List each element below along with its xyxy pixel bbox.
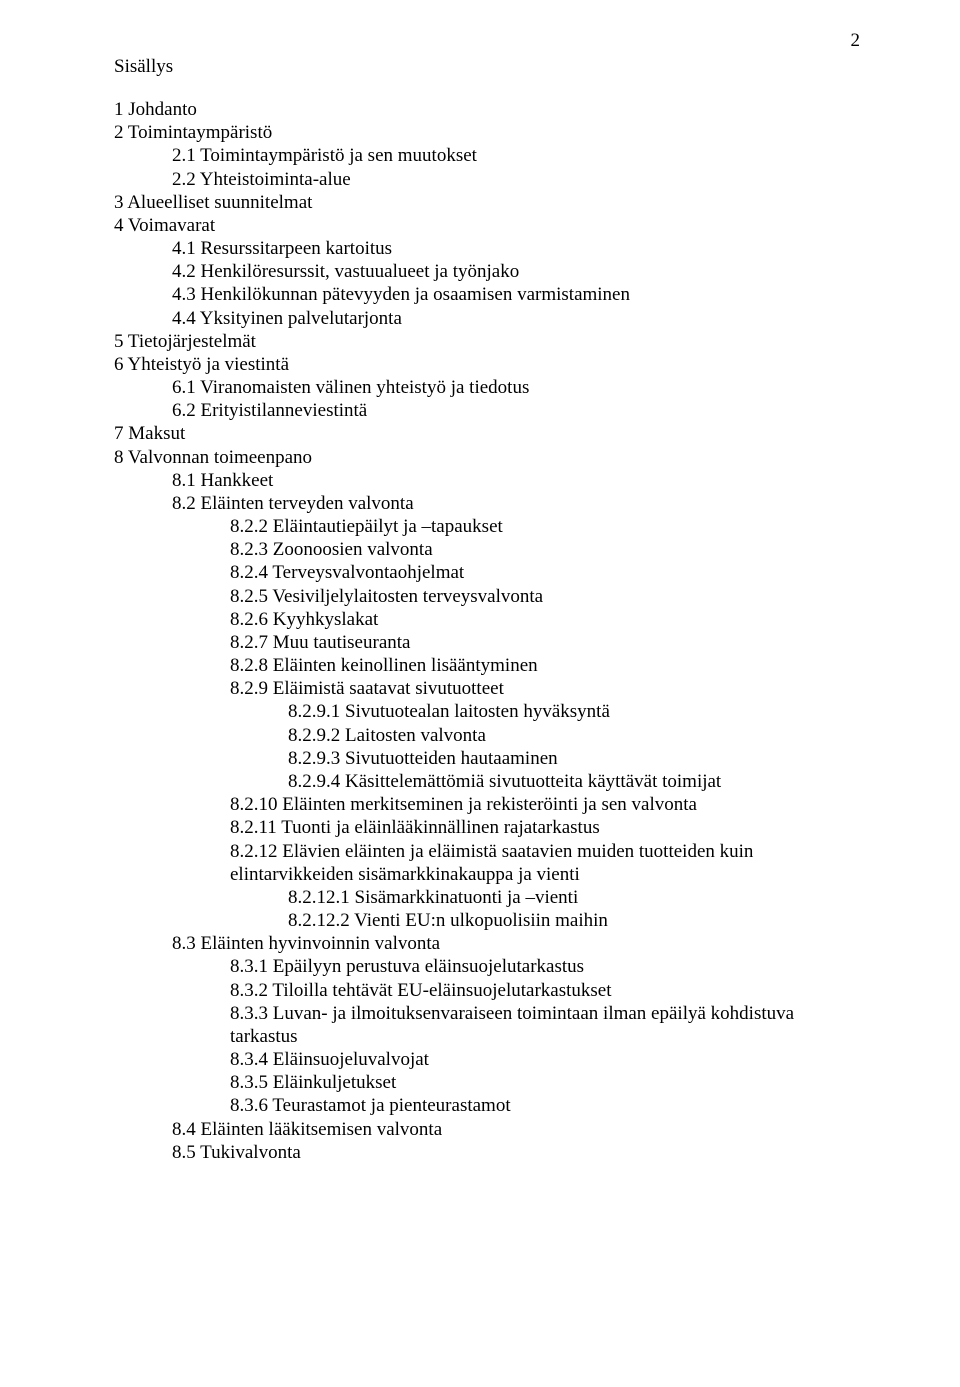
toc-entry: 6 Yhteistyö ja viestintä bbox=[114, 353, 864, 376]
toc-entry: 8.2.12 Elävien eläinten ja eläimistä saa… bbox=[230, 840, 864, 886]
table-of-contents: 1 Johdanto2 Toimintaympäristö2.1 Toimint… bbox=[114, 98, 864, 1164]
toc-entry: 8.2.12.2 Vienti EU:n ulkopuolisiin maihi… bbox=[288, 909, 864, 932]
toc-entry: 7 Maksut bbox=[114, 422, 864, 445]
toc-entry: 8.3 Eläinten hyvinvoinnin valvonta bbox=[172, 932, 864, 955]
toc-entry: 8.1 Hankkeet bbox=[172, 469, 864, 492]
toc-entry: 2.1 Toimintaympäristö ja sen muutokset bbox=[172, 144, 864, 167]
document-title: Sisällys bbox=[114, 56, 864, 78]
toc-entry: 6.2 Erityistilanneviestintä bbox=[172, 399, 864, 422]
page-number: 2 bbox=[851, 30, 861, 52]
toc-entry: 8.2.9.3 Sivutuotteiden hautaaminen bbox=[288, 747, 864, 770]
toc-entry: 4 Voimavarat bbox=[114, 214, 864, 237]
toc-entry: 8.2 Eläinten terveyden valvonta bbox=[172, 492, 864, 515]
toc-entry: 2.2 Yhteistoiminta-alue bbox=[172, 168, 864, 191]
toc-entry: 8.3.4 Eläinsuojeluvalvojat bbox=[230, 1048, 864, 1071]
toc-entry: 6.1 Viranomaisten välinen yhteistyö ja t… bbox=[172, 376, 864, 399]
toc-entry: 8.2.11 Tuonti ja eläinlääkinnällinen raj… bbox=[230, 816, 864, 839]
toc-entry: 8.2.12.1 Sisämarkkinatuonti ja –vienti bbox=[288, 886, 864, 909]
toc-entry: 8.2.4 Terveysvalvontaohjelmat bbox=[230, 561, 864, 584]
toc-entry: 8.2.9.2 Laitosten valvonta bbox=[288, 724, 864, 747]
toc-entry: 3 Alueelliset suunnitelmat bbox=[114, 191, 864, 214]
toc-entry: 1 Johdanto bbox=[114, 98, 864, 121]
toc-entry: 8.3.5 Eläinkuljetukset bbox=[230, 1071, 864, 1094]
toc-entry: 8.2.2 Eläintautiepäilyt ja –tapaukset bbox=[230, 515, 864, 538]
toc-entry: 8.2.9 Eläimistä saatavat sivutuotteet bbox=[230, 677, 864, 700]
toc-entry: 8.2.6 Kyyhkyslakat bbox=[230, 608, 864, 631]
document-page: 2 Sisällys 1 Johdanto2 Toimintaympäristö… bbox=[0, 0, 960, 1387]
toc-entry: 8.2.9.4 Käsittelemättömiä sivutuotteita … bbox=[288, 770, 864, 793]
toc-entry: 8.2.3 Zoonoosien valvonta bbox=[230, 538, 864, 561]
toc-entry: 8.2.8 Eläinten keinollinen lisääntyminen bbox=[230, 654, 864, 677]
toc-entry: 4.1 Resurssitarpeen kartoitus bbox=[172, 237, 864, 260]
toc-entry: 8.2.10 Eläinten merkitseminen ja rekiste… bbox=[230, 793, 864, 816]
toc-entry: 8.3.3 Luvan- ja ilmoituksenvaraiseen toi… bbox=[230, 1002, 864, 1048]
toc-entry: 8.5 Tukivalvonta bbox=[172, 1141, 864, 1164]
toc-entry: 8.2.9.1 Sivutuotealan laitosten hyväksyn… bbox=[288, 700, 864, 723]
toc-entry: 8.3.6 Teurastamot ja pienteurastamot bbox=[230, 1094, 864, 1117]
toc-entry: 8.2.5 Vesiviljelylaitosten terveysvalvon… bbox=[230, 585, 864, 608]
toc-entry: 4.4 Yksityinen palvelutarjonta bbox=[172, 307, 864, 330]
toc-entry: 8 Valvonnan toimeenpano bbox=[114, 446, 864, 469]
toc-entry: 4.2 Henkilöresurssit, vastuualueet ja ty… bbox=[172, 260, 864, 283]
toc-entry: 8.2.7 Muu tautiseuranta bbox=[230, 631, 864, 654]
toc-entry: 8.4 Eläinten lääkitsemisen valvonta bbox=[172, 1118, 864, 1141]
toc-entry: 5 Tietojärjestelmät bbox=[114, 330, 864, 353]
toc-entry: 2 Toimintaympäristö bbox=[114, 121, 864, 144]
toc-entry: 8.3.1 Epäilyyn perustuva eläinsuojelutar… bbox=[230, 955, 864, 978]
toc-entry: 8.3.2 Tiloilla tehtävät EU-eläinsuojelut… bbox=[230, 979, 864, 1002]
toc-entry: 4.3 Henkilökunnan pätevyyden ja osaamise… bbox=[172, 283, 864, 306]
